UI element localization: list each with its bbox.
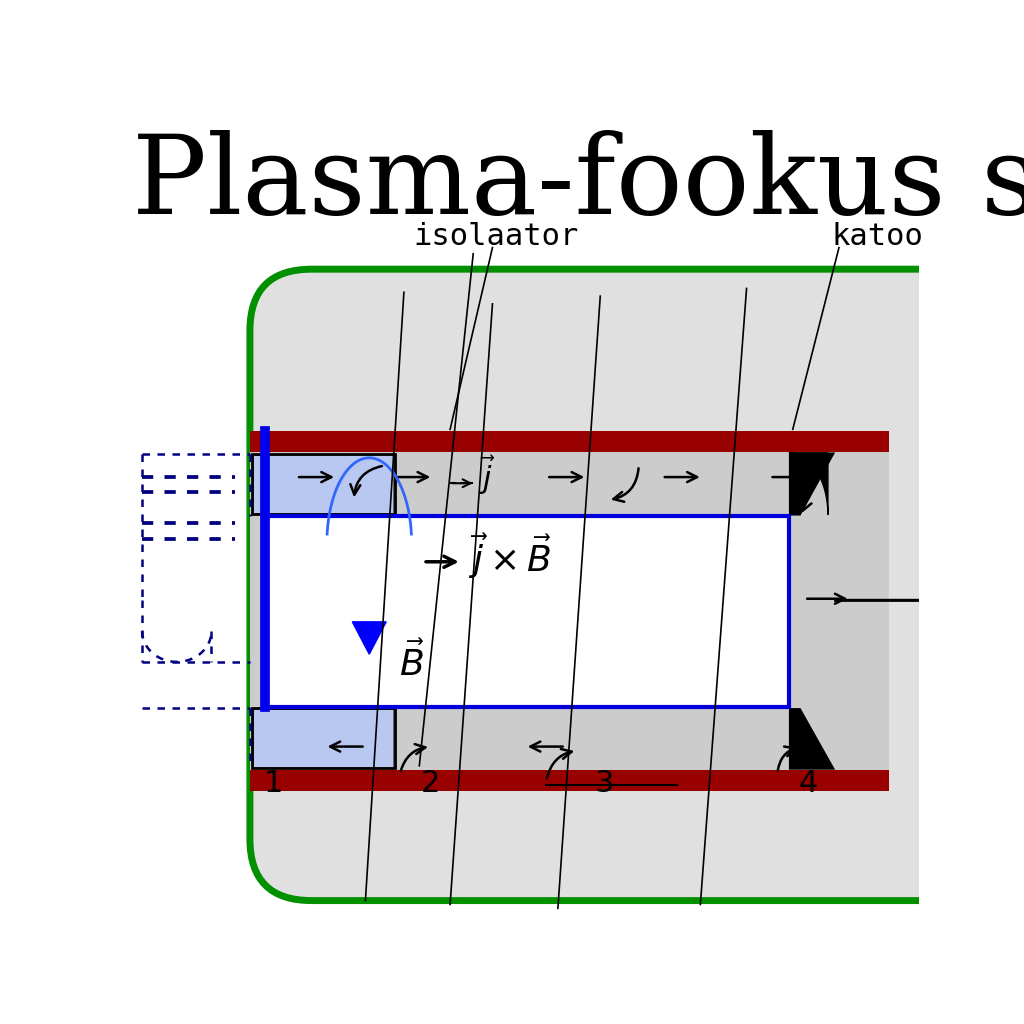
Text: 3: 3 xyxy=(594,769,613,798)
Bar xyxy=(254,456,393,512)
Bar xyxy=(250,770,889,792)
Text: Plasma-fookus seadme (P: Plasma-fookus seadme (P xyxy=(132,129,1024,237)
Text: 1: 1 xyxy=(263,769,283,798)
Text: 2: 2 xyxy=(421,769,440,798)
Text: $\vec{j}\times\vec{B}$: $\vec{j}\times\vec{B}$ xyxy=(468,530,552,581)
Bar xyxy=(252,454,394,514)
Bar xyxy=(252,708,394,768)
Bar xyxy=(250,453,889,770)
FancyBboxPatch shape xyxy=(250,269,981,900)
Text: $\vec{j}$: $\vec{j}$ xyxy=(478,454,496,497)
Bar xyxy=(265,515,788,707)
Polygon shape xyxy=(788,708,836,770)
Polygon shape xyxy=(352,622,386,654)
Text: katoo: katoo xyxy=(831,222,923,251)
Bar xyxy=(250,431,889,453)
Text: 4: 4 xyxy=(799,769,818,798)
Bar xyxy=(254,710,393,767)
Polygon shape xyxy=(788,453,836,515)
Text: $\vec{B}$: $\vec{B}$ xyxy=(398,641,424,683)
Text: isolaator: isolaator xyxy=(414,222,579,251)
